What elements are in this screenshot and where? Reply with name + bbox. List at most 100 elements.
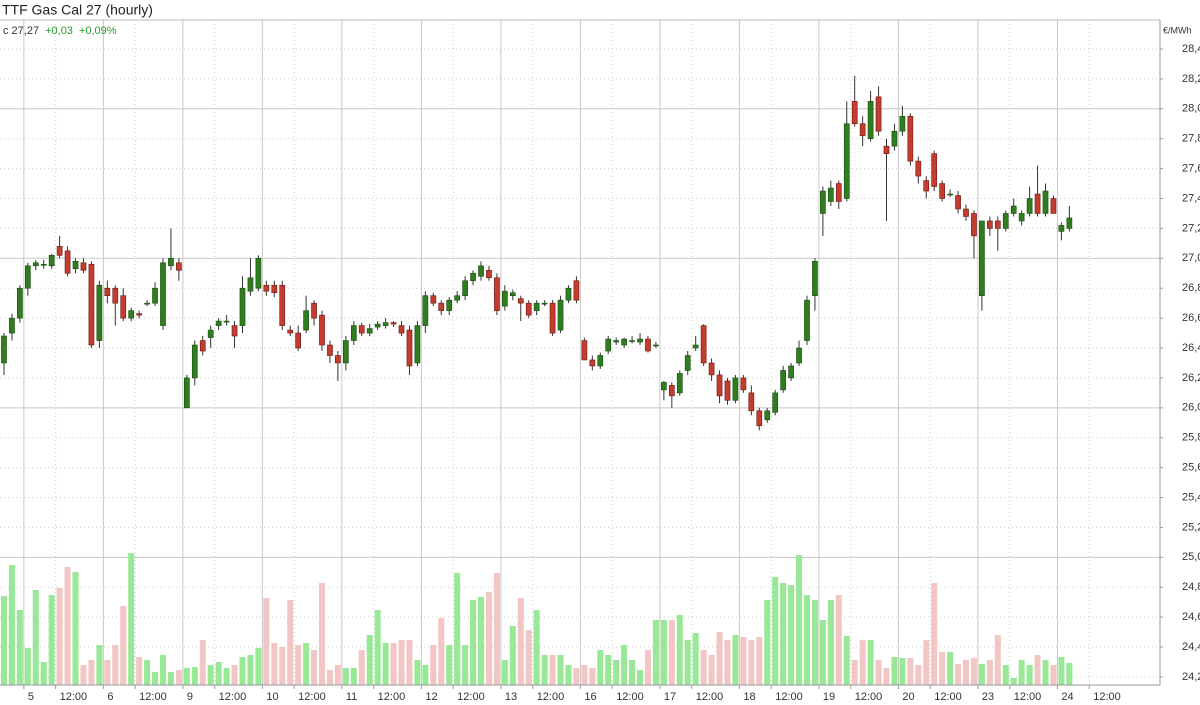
candle-body bbox=[17, 287, 23, 319]
candle-body bbox=[343, 340, 349, 364]
volume-bar bbox=[485, 592, 492, 685]
candle-body bbox=[1010, 205, 1017, 214]
volume-bar bbox=[263, 598, 270, 685]
candle-body bbox=[708, 362, 715, 376]
candle-body bbox=[199, 340, 206, 352]
volume-bar bbox=[1042, 660, 1049, 685]
candle-body bbox=[820, 190, 826, 214]
candle-body bbox=[398, 325, 405, 334]
volume-bar bbox=[605, 655, 612, 685]
candle-body bbox=[509, 292, 516, 296]
volume-bar bbox=[32, 590, 39, 685]
candle-body bbox=[971, 213, 977, 237]
volume-bar bbox=[668, 620, 675, 685]
volume-bar bbox=[724, 640, 731, 685]
candle-body bbox=[422, 295, 429, 326]
x-tick-label: 17 bbox=[664, 691, 676, 703]
x-tick-label: 18 bbox=[743, 691, 755, 703]
volume-bar bbox=[414, 660, 421, 685]
candle-body bbox=[994, 220, 1001, 229]
x-tick-label: 12:00 bbox=[934, 691, 962, 703]
y-tick-label: 26,80 bbox=[1182, 282, 1200, 294]
candle-body bbox=[573, 280, 580, 301]
volume-bar bbox=[891, 657, 898, 685]
volume-bar bbox=[1058, 657, 1065, 685]
candle-body bbox=[335, 355, 341, 364]
candle-body bbox=[1042, 190, 1049, 214]
candle-body bbox=[120, 295, 127, 319]
candle-body bbox=[279, 284, 286, 326]
volume-bar bbox=[446, 645, 453, 685]
volume-bar bbox=[311, 650, 318, 685]
candle-body bbox=[40, 263, 47, 266]
volume-bar bbox=[899, 658, 906, 685]
candle-body bbox=[239, 287, 246, 326]
x-tick-label: 12:00 bbox=[60, 691, 88, 703]
volume-bar bbox=[1050, 665, 1057, 685]
volume-bar bbox=[279, 647, 286, 685]
volume-bar bbox=[1066, 663, 1073, 685]
last-price: c 27,27 +0,03 +0,09% bbox=[3, 25, 117, 37]
candle-body bbox=[764, 410, 771, 421]
candle-body bbox=[581, 340, 588, 361]
candle-body bbox=[382, 322, 389, 326]
x-tick-label: 12:00 bbox=[298, 691, 326, 703]
candle-body bbox=[772, 392, 779, 413]
volume-bar bbox=[1010, 678, 1017, 685]
y-tick-label: 27,20 bbox=[1182, 222, 1200, 234]
candle-body bbox=[215, 320, 222, 326]
candle-body bbox=[541, 302, 548, 305]
candle-body bbox=[907, 115, 914, 162]
volume-bar bbox=[247, 655, 254, 685]
x-tick-label: 12:00 bbox=[696, 691, 724, 703]
volume-bar bbox=[772, 577, 779, 685]
volume-bar bbox=[835, 595, 842, 685]
volume-bar bbox=[477, 597, 485, 685]
y-tick-label: 25,80 bbox=[1182, 432, 1200, 444]
volume-bar bbox=[88, 660, 95, 685]
candle-body bbox=[517, 298, 524, 304]
x-tick-label: 19 bbox=[823, 691, 835, 703]
y-tick-label: 28,40 bbox=[1182, 43, 1200, 55]
candle-body bbox=[366, 328, 373, 334]
volume-bar bbox=[716, 632, 723, 685]
volume-bar bbox=[64, 567, 71, 685]
candle-body bbox=[835, 183, 842, 202]
volume-bar bbox=[676, 615, 683, 685]
candle-body bbox=[653, 344, 659, 347]
candle-body bbox=[732, 377, 739, 401]
candle-body bbox=[740, 377, 747, 391]
volume-bar bbox=[684, 640, 691, 685]
candle-body bbox=[64, 250, 71, 274]
candle-body bbox=[414, 325, 421, 364]
y-tick-label: 25,40 bbox=[1182, 491, 1200, 503]
volume-bar bbox=[112, 645, 119, 685]
x-tick-label: 6 bbox=[107, 691, 113, 703]
volume-bar bbox=[152, 672, 159, 685]
candle-body bbox=[144, 302, 150, 305]
volume-bar bbox=[851, 660, 858, 685]
volume-bar bbox=[923, 640, 930, 685]
candle-body bbox=[32, 262, 39, 267]
candle-body bbox=[295, 332, 301, 349]
candle-layer bbox=[1, 75, 1073, 431]
y-tick-label: 26,40 bbox=[1182, 342, 1200, 354]
candle-body bbox=[668, 385, 675, 397]
candle-body bbox=[303, 310, 309, 331]
volume-bar bbox=[931, 583, 938, 685]
volume-bar bbox=[660, 620, 667, 685]
candle-body bbox=[716, 374, 723, 397]
volume-bar bbox=[239, 657, 246, 685]
volume-bar bbox=[318, 583, 326, 685]
candle-body bbox=[724, 380, 731, 401]
candle-body bbox=[287, 329, 294, 334]
x-tick-label: 12:00 bbox=[616, 691, 644, 703]
candle-body bbox=[676, 373, 683, 394]
candle-body bbox=[374, 323, 381, 328]
volume-bar bbox=[581, 665, 588, 685]
candle-body bbox=[271, 284, 278, 293]
unit-label: €/MWh bbox=[1163, 25, 1192, 35]
volume-bar bbox=[183, 668, 190, 685]
y-tick-label: 24,20 bbox=[1182, 671, 1200, 683]
